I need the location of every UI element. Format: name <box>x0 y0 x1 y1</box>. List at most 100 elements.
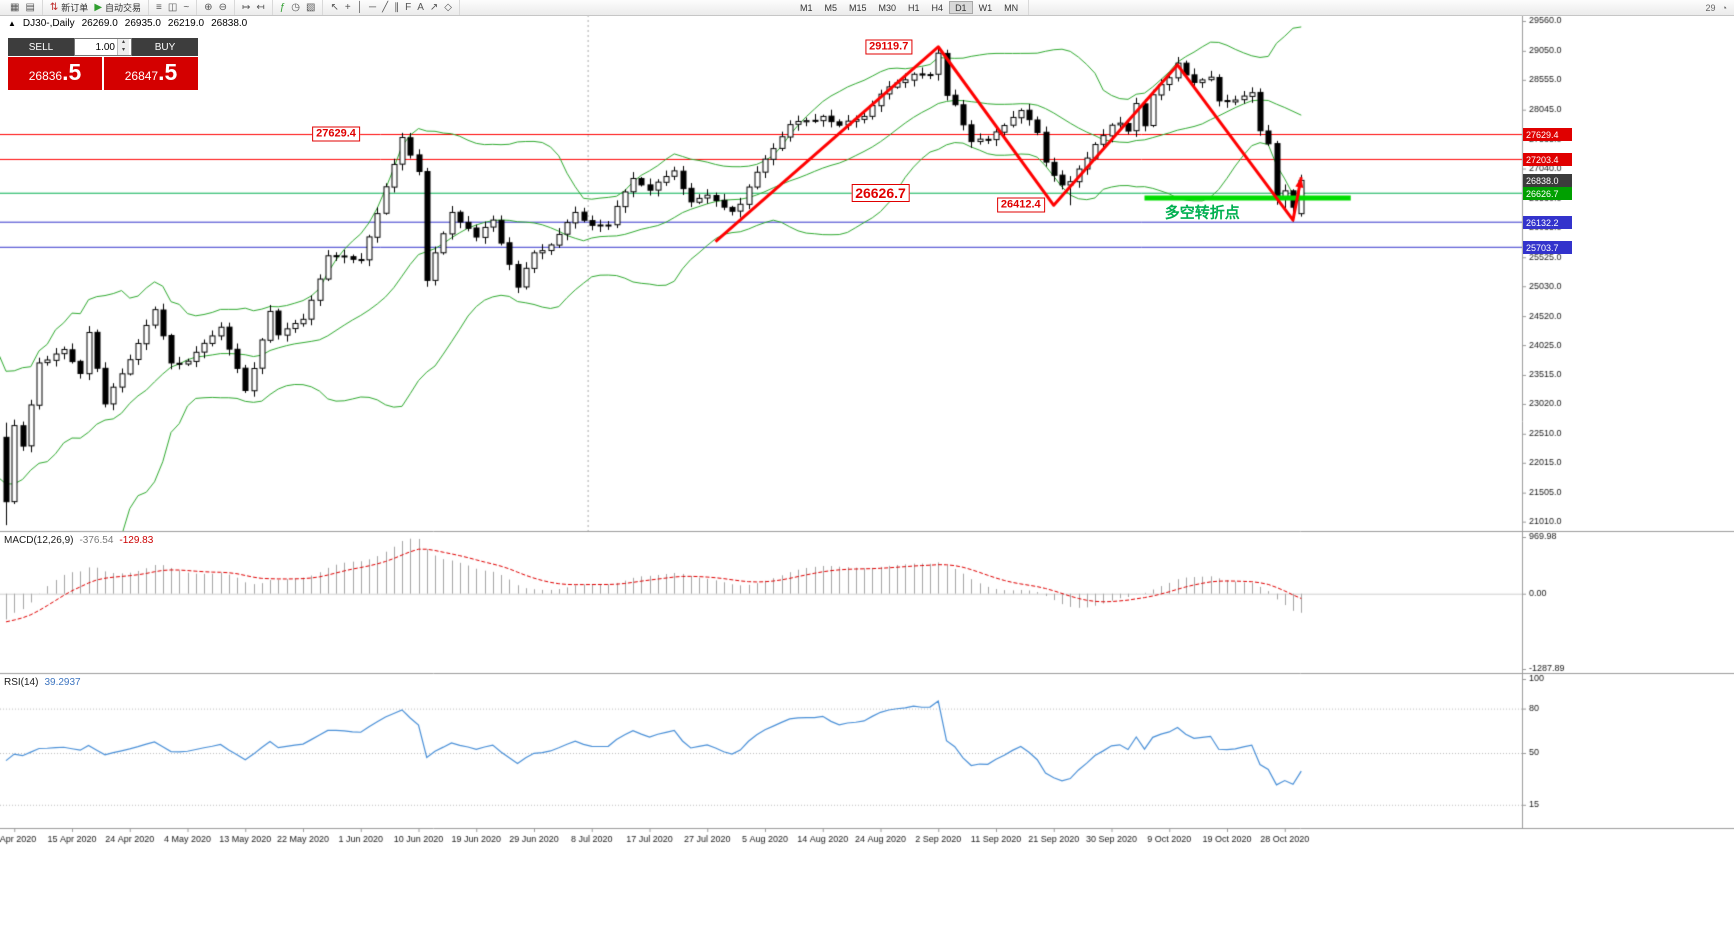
timeframe-m15[interactable]: M15 <box>849 3 867 13</box>
candlestick-chart-icon-glyph: ◫ <box>167 2 178 13</box>
tile-windows-icon-glyph: ▤ <box>25 2 35 13</box>
volume-field: ▴ ▾ <box>74 38 132 56</box>
periods-icon[interactable]: ◷ <box>288 1 303 14</box>
volume-input[interactable] <box>75 39 117 55</box>
text-icon[interactable]: A <box>414 1 427 14</box>
cursor-icon-glyph: ↖ <box>330 2 339 13</box>
one-click-header: SELL ▴ ▾ BUY <box>8 38 198 56</box>
chart-shift-icon-glyph: ↤ <box>256 2 265 13</box>
price-tag-26132.2: 26132.2 <box>1523 216 1572 229</box>
timeframe-m30[interactable]: M30 <box>878 3 897 13</box>
candlestick-chart-icon[interactable]: ◫ <box>165 1 180 14</box>
timeframe-w1[interactable]: W1 <box>978 3 993 13</box>
chart-info-line: ▲ DJ30-,Daily 26269.0 26935.0 26219.0 26… <box>8 18 247 29</box>
toolbar-group-chart-types: ≡ ◫ ~ <box>149 0 198 15</box>
auto-trading-button[interactable]: ▶ 自动交易 <box>91 1 144 14</box>
shapes-icon[interactable]: ◇ <box>441 1 455 14</box>
volume-up-button[interactable]: ▴ <box>118 39 129 47</box>
crosshair-icon-glyph: + <box>344 2 351 13</box>
bars-count-label: 29 <box>1705 2 1716 13</box>
price-annotation-26626.7[interactable]: 26626.7 <box>851 183 910 202</box>
sell-button[interactable]: 26836.5 <box>8 57 102 90</box>
rsi-indicator-label: RSI(14) 39.2937 <box>4 677 81 688</box>
timeframe-h4[interactable]: H4 <box>931 3 944 13</box>
annotation-turning-point[interactable]: 多空转折点 <box>1164 204 1240 222</box>
toolbar-group-draw: ↖ + │ ─ ╱ ∥ F A ↗ ◇ <box>323 0 460 15</box>
buy-price: 26847 <box>124 69 159 83</box>
line-chart-icon-glyph: ~ <box>183 2 190 13</box>
tile-windows-icon[interactable]: ▤ <box>22 1 37 14</box>
buy-label[interactable]: BUY <box>154 41 176 53</box>
bar-chart-icon-glyph: ≡ <box>156 2 162 13</box>
ohlc-high: 26935.0 <box>124 18 161 29</box>
chart-shift-icon[interactable]: ↤ <box>253 1 267 14</box>
toolbar-group-timeframes: M1 M5 M15 M30 H1 H4 D1 W1 MN <box>790 0 1030 15</box>
toolbar-group-windows: ▦ ▤ <box>3 0 43 15</box>
ohlc-low: 26219.0 <box>167 18 205 29</box>
zoom-in-icon-glyph: ⊕ <box>204 2 213 13</box>
price-annotation-29119.7[interactable]: 29119.7 <box>865 39 913 55</box>
zoom-in-icon[interactable]: ⊕ <box>201 1 215 14</box>
channel-icon[interactable]: ∥ <box>391 1 402 14</box>
templates-icon[interactable]: ▧ <box>303 1 318 14</box>
arrows-icon[interactable]: ↗ <box>427 1 441 14</box>
shapes-icon-glyph: ◇ <box>444 2 452 13</box>
buy-button[interactable]: 26847.5 <box>104 57 198 90</box>
horizontal-line-icon[interactable]: ─ <box>366 1 379 14</box>
chart-window-icon[interactable]: ▦ <box>7 1 22 14</box>
macd-indicator-label: MACD(12,26,9) -376.54 -129.83 <box>4 535 153 546</box>
indicators-icon[interactable]: ƒ <box>277 1 289 14</box>
rsi-name: RSI(14) <box>4 677 39 688</box>
crosshair-icon[interactable]: + <box>342 1 354 14</box>
macd-value: -376.54 <box>79 535 114 546</box>
trendline-icon[interactable]: ╱ <box>379 1 391 14</box>
toolbar-right: 29 ◔ <box>1706 3 1731 13</box>
auto-scroll-icon[interactable]: ↦ <box>239 1 253 14</box>
bar-chart-icon[interactable]: ≡ <box>153 1 165 14</box>
channel-icon-glyph: ∥ <box>394 2 400 13</box>
vertical-line-icon-glyph: │ <box>356 2 363 13</box>
buy-price-fraction: .5 <box>158 59 178 85</box>
text-icon-glyph: A <box>417 2 424 13</box>
price-tag-26626.7: 26626.7 <box>1523 187 1572 200</box>
price-tag-25703.7: 25703.7 <box>1523 241 1572 254</box>
price-annotation-27629.4[interactable]: 27629.4 <box>312 126 360 142</box>
ohlc-close: 26838.0 <box>211 18 248 29</box>
sell-price-fraction: .5 <box>62 59 82 85</box>
chart-title: DJ30-,Daily <box>22 18 75 29</box>
one-click-collapse-icon[interactable]: ▲ <box>8 19 16 28</box>
new-order-button[interactable]: ⇅ 新订单 <box>47 1 91 14</box>
status-circle-icon[interactable]: ◔ <box>1721 2 1727 13</box>
toolbar-group-zoom: ⊕ ⊖ <box>197 0 235 15</box>
horizontal-line-icon-glyph: ─ <box>368 2 377 13</box>
timeframe-m1[interactable]: M1 <box>799 3 813 13</box>
auto-trading-button-label: 自动交易 <box>105 3 142 13</box>
bid-price-tag: 26838.0 <box>1523 174 1572 187</box>
auto-scroll-icon-glyph: ↦ <box>241 2 251 13</box>
ohlc-open: 26269.0 <box>81 18 118 29</box>
volume-down-button[interactable]: ▾ <box>118 47 129 55</box>
price-annotation-26412.4[interactable]: 26412.4 <box>996 197 1045 213</box>
one-click-trading-panel: SELL ▴ ▾ BUY 26836.5 26847.5 <box>8 38 198 90</box>
line-chart-icon[interactable]: ~ <box>180 1 192 14</box>
fibonacci-icon[interactable]: F <box>402 1 414 14</box>
sell-label[interactable]: SELL <box>28 41 54 53</box>
indicators-icon-glyph: ƒ <box>279 2 286 13</box>
timeframe-m5[interactable]: M5 <box>824 3 837 13</box>
timeframe-d1[interactable]: D1 <box>949 1 973 14</box>
timeframe-mn[interactable]: MN <box>1004 3 1019 13</box>
cursor-icon[interactable]: ↖ <box>327 1 341 14</box>
new-order-button-label: 新订单 <box>61 3 89 13</box>
rsi-value: 39.2937 <box>44 677 81 688</box>
volume-spinner: ▴ ▾ <box>117 39 129 55</box>
zoom-out-icon-glyph: ⊖ <box>218 2 227 13</box>
vertical-line-icon[interactable]: │ <box>354 1 366 14</box>
toolbar: ▦ ▤ ⇅ 新订单 ▶ 自动交易 ≡ ◫ ~ ⊕ ⊖ ↦ ↤ ƒ ◷ ▧ ↖ + │ ─ ╱ ∥ F A ↗ ◇ M1 M5 M15 M3… <box>0 0 1734 16</box>
arrows-icon-glyph: ↗ <box>429 2 439 13</box>
price-tag-27629.4: 27629.4 <box>1523 128 1572 141</box>
zoom-out-icon[interactable]: ⊖ <box>216 1 230 14</box>
toolbar-group-insert: ƒ ◷ ▧ <box>273 0 324 15</box>
timeframe-h1[interactable]: H1 <box>908 3 920 13</box>
